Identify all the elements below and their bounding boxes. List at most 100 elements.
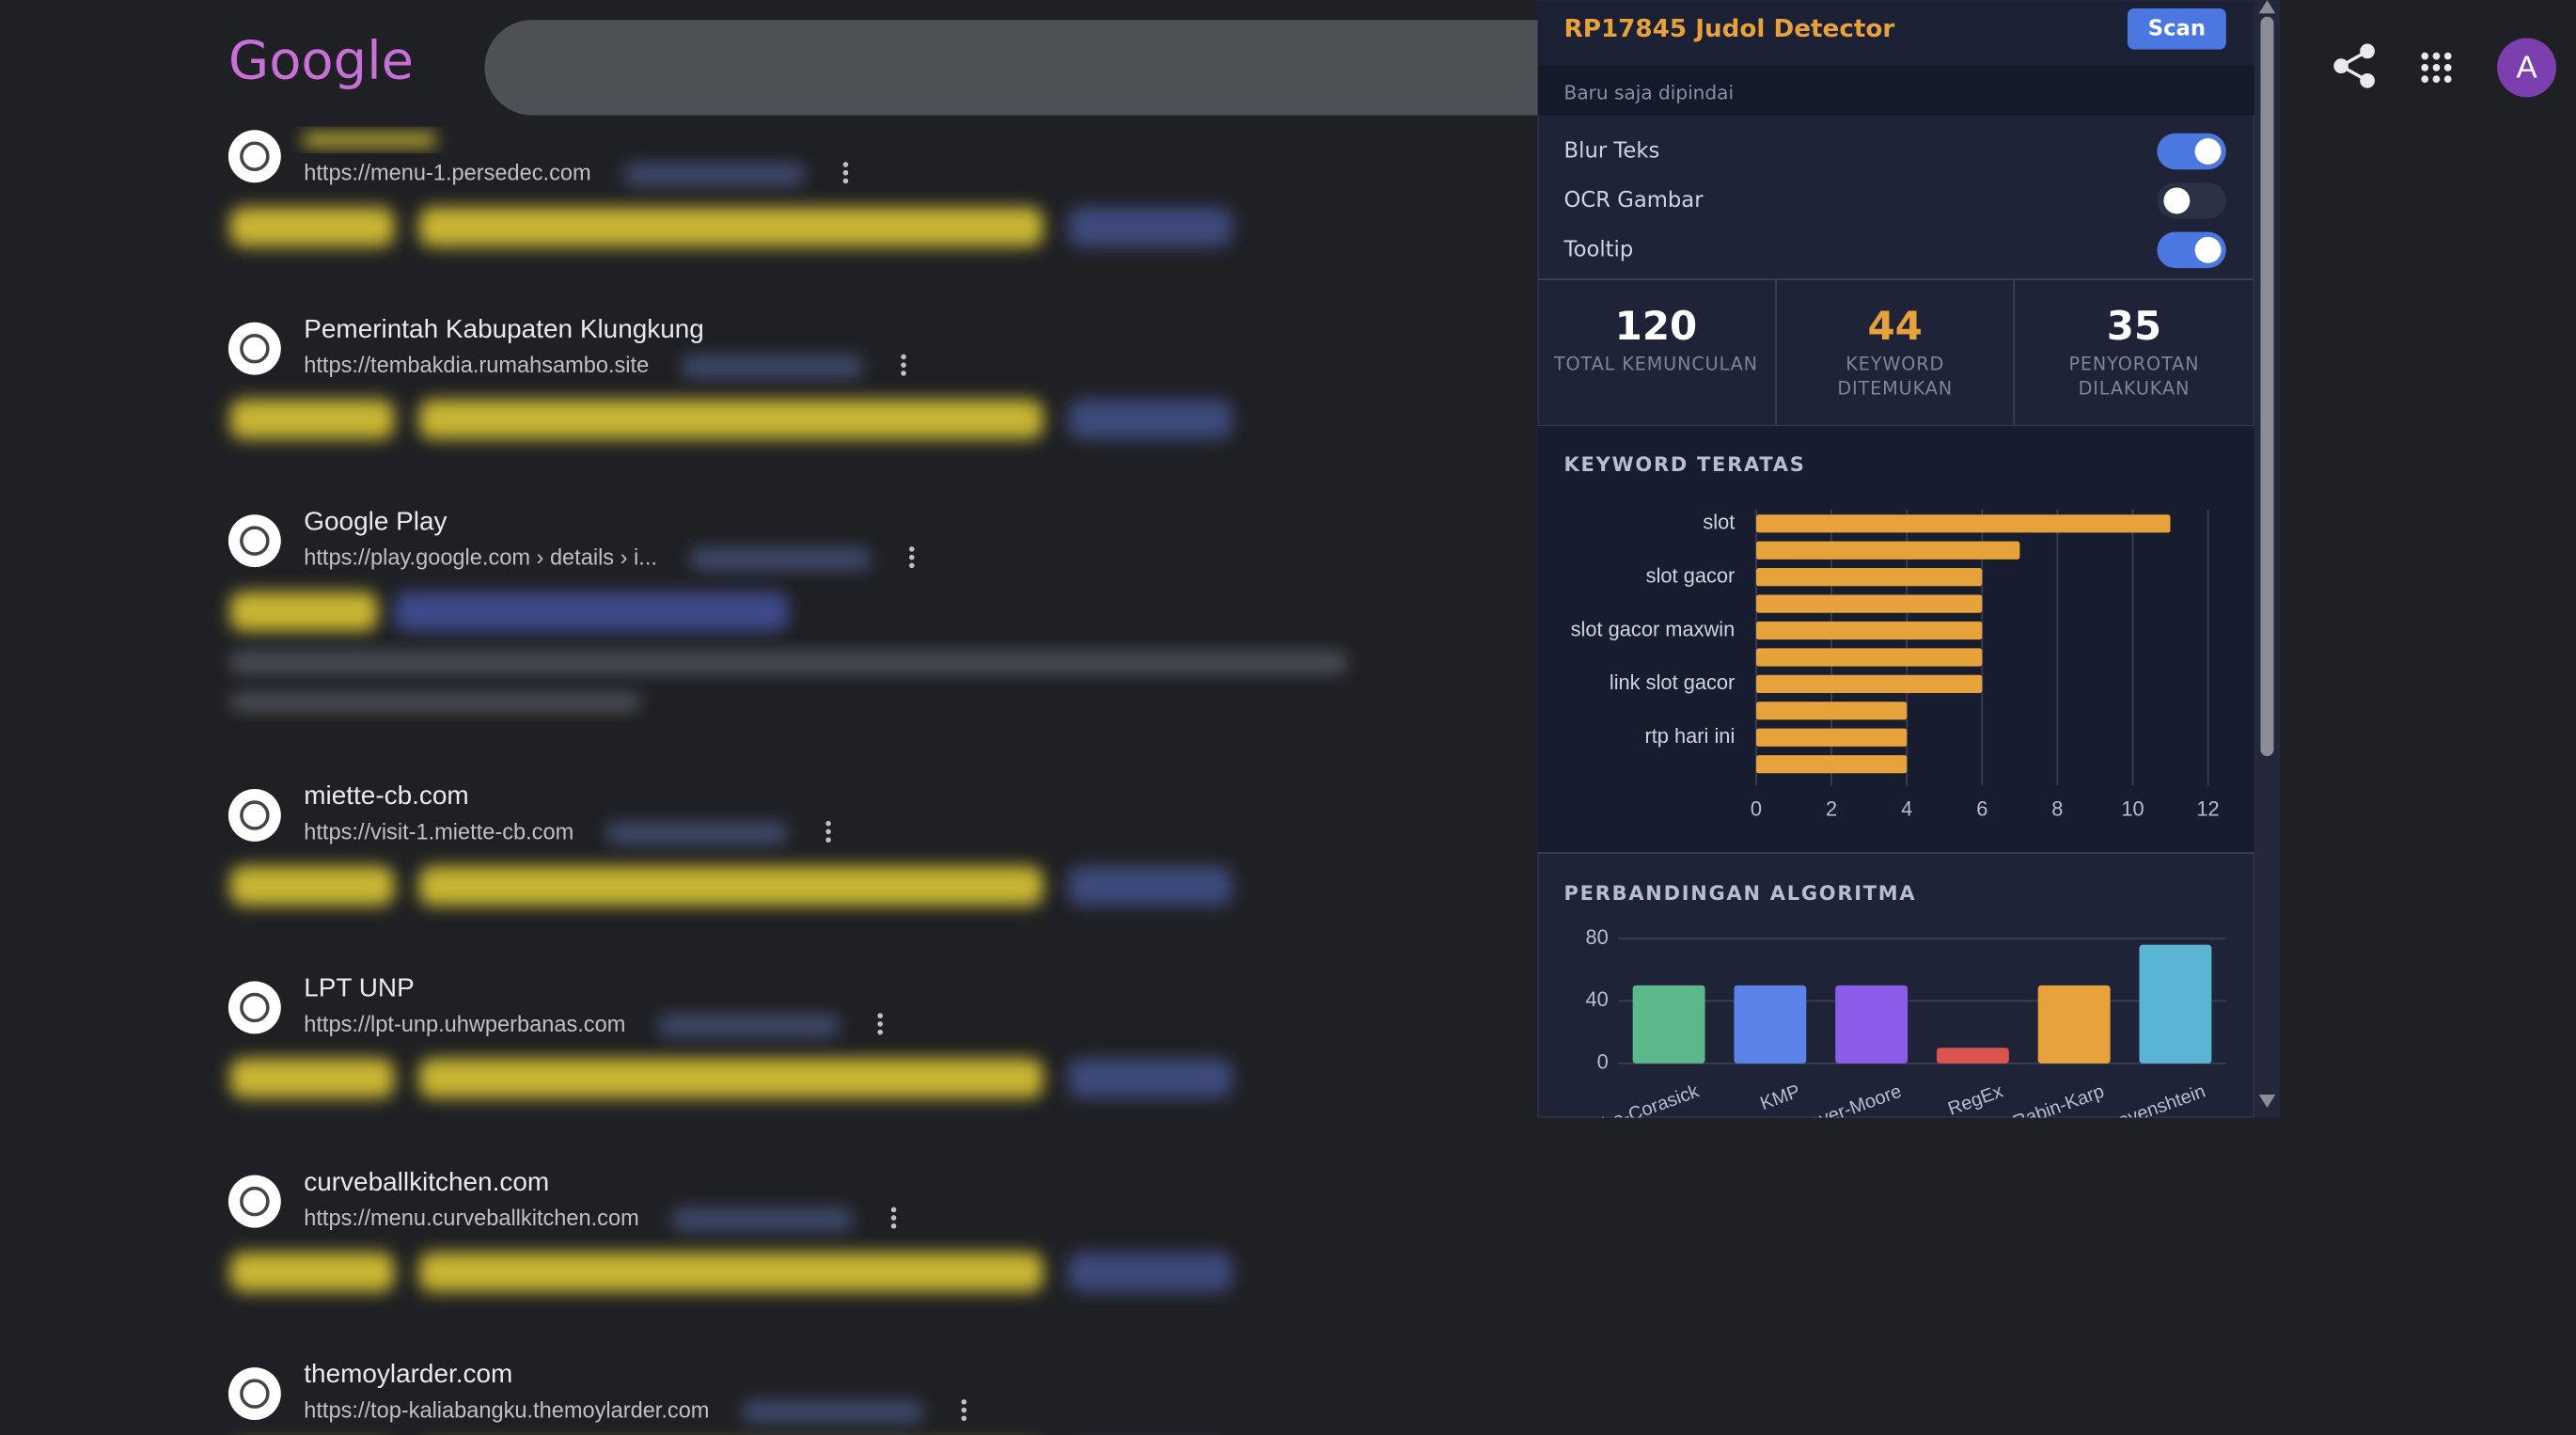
blurred-meta [658,1014,840,1037]
result-url[interactable]: https://visit-1.miette-cb.com [304,819,573,844]
result-url[interactable]: https://lpt-unp.uhwperbanas.com [304,1012,625,1036]
menu-dot[interactable] [901,354,906,360]
google-logo[interactable]: Google [228,31,414,92]
scrollbar-thumb[interactable] [2260,16,2274,757]
result-title[interactable]: miette-cb.com [304,781,468,810]
toggle-knob[interactable] [2194,138,2222,165]
apps-dot[interactable] [2443,64,2452,71]
avatar[interactable] [2497,38,2557,98]
share-icon[interactable] [2333,43,2375,88]
x-tick-label: 12 [2196,796,2219,820]
favicon-inner [240,1186,270,1217]
menu-dot[interactable] [961,1407,967,1413]
favicon [228,981,281,1034]
apps-dot[interactable] [2421,75,2429,83]
menu-dot[interactable] [909,554,915,560]
apps-dot[interactable] [2432,52,2441,60]
scan-button-label[interactable]: Scan [2148,16,2206,40]
search-bar[interactable] [484,20,1635,116]
bar [1756,674,1983,693]
menu-dot[interactable] [877,1013,884,1018]
blurred-snippet [229,866,395,907]
blurred-snippet [229,1058,395,1098]
blurred-snippet [229,591,378,632]
blurred-meta [689,547,872,571]
menu-dot[interactable] [842,162,849,167]
menu-dot[interactable] [901,371,906,376]
result-title[interactable]: Pemerintah Kabupaten Klungkung [304,314,704,343]
y-tick-label: rtp hari ini [1644,724,1735,748]
menu-dot[interactable] [961,1399,967,1405]
menu-dot[interactable] [825,820,831,827]
y-tick-label: 80 [1585,925,1608,949]
favicon-inner [240,526,270,556]
x-tick-label: 8 [2051,796,2063,820]
search-result: themoylarder.com https://top-kaliabangku.… [228,1359,967,1424]
menu-dot[interactable] [909,546,915,552]
scan-button[interactable] [2127,8,2226,50]
result-url[interactable]: https://menu-1.persedec.com [304,161,590,185]
apps-dot[interactable] [2421,52,2429,60]
favicon [228,789,281,842]
result-url[interactable]: https://tembakdia.rumahsambo.site [304,353,649,377]
blurred-snippet [229,1252,395,1292]
menu-dot[interactable] [890,1215,897,1221]
favicon [228,1367,281,1421]
blurred-meta [671,1207,853,1232]
toggle-label: Blur Teks [1564,139,1660,164]
menu-dot[interactable] [877,1029,884,1035]
favicon [228,514,281,568]
favicon-inner [240,333,270,364]
blurred-meta [742,1400,923,1424]
menu-dot[interactable] [909,562,915,569]
menu-dot[interactable] [825,837,831,843]
menu-dot[interactable] [842,169,849,176]
menu-dot[interactable] [890,1223,897,1229]
blurred-meta [606,821,788,845]
result-url[interactable]: https://menu.curveballkitchen.com [304,1206,638,1230]
menu-dot[interactable] [842,178,849,184]
menu-dot[interactable] [890,1206,897,1213]
blurred-snippet [418,866,1044,907]
menu-dot[interactable] [877,1021,884,1027]
apps-dot[interactable] [2443,75,2452,83]
apps-dot[interactable] [2432,64,2441,71]
stat-label-box: PENYOROTAN DILAKUKAN [2068,354,2198,400]
menu-dot[interactable] [901,362,906,368]
apps-dot[interactable] [2443,52,2452,60]
x-tick-label: 0 [1751,796,1762,820]
avatar-initial[interactable]: A [2517,50,2538,85]
search-result: curveballkitchen.com https://menu.curveba… [228,1167,1233,1292]
bar [1756,514,2171,533]
scroll-up-arrow[interactable] [2258,0,2276,14]
y-tick-label: slot [1703,511,1735,534]
status-bar [1537,66,2254,116]
result-title[interactable]: curveballkitchen.com [304,1167,549,1196]
toggle-knob[interactable] [2194,236,2222,263]
apps-icon[interactable] [2421,52,2452,83]
result-title[interactable]: LPT UNP [304,973,414,1002]
result-title[interactable]: Google Play [304,506,447,535]
algorithm-chart-title: PERBANDINGAN ALGORITMA [1564,882,1917,905]
favicon-inner [240,800,270,830]
blurred-snippet [418,207,1044,247]
scroll-down-arrow[interactable] [2258,1095,2276,1109]
blurred-snippet [1067,1058,1233,1098]
x-tick-label: 6 [1976,796,1987,820]
result-title[interactable]: themoylarder.com [304,1359,512,1388]
blurred-meta [623,163,805,186]
extension-panel: RP17845 Judol Detector Scan Baru saja di… [1537,0,2254,1118]
favicon-inner [240,992,270,1023]
blurred-title [304,133,436,147]
bar [2139,944,2212,1064]
stat-value: 35 [2107,303,2161,349]
menu-dot[interactable] [825,828,831,835]
bar [1756,728,1908,747]
result-url[interactable]: https://play.google.com › details › i... [304,545,657,570]
apps-dot[interactable] [2421,64,2429,71]
result-url[interactable]: https://top-kaliabangku.themoylarder.com [304,1398,709,1423]
menu-dot[interactable] [961,1415,967,1422]
apps-dot[interactable] [2432,75,2441,83]
keyword-chart-title: KEYWORD TERATAS [1564,453,1806,476]
toggle-knob[interactable] [2163,187,2191,214]
